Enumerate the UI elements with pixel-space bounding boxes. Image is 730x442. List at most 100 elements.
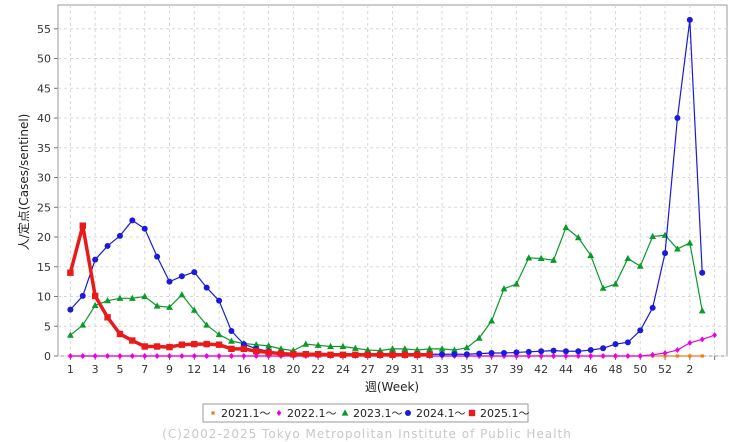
legend-box	[202, 403, 529, 423]
x-tick-label: 48	[609, 363, 623, 376]
x-tick-label: 1	[67, 363, 74, 376]
data-point	[142, 353, 148, 359]
data-point	[277, 345, 285, 352]
data-point	[599, 284, 607, 291]
data-point	[650, 351, 656, 358]
data-point	[537, 254, 545, 262]
data-point	[228, 345, 235, 353]
data-point	[67, 306, 74, 313]
data-point	[302, 340, 310, 347]
data-point	[463, 351, 470, 358]
data-point	[241, 353, 247, 359]
x-tick-label: 5	[116, 363, 123, 376]
data-point	[700, 354, 704, 358]
data-point	[649, 304, 656, 311]
data-point	[413, 346, 421, 353]
data-point	[600, 353, 606, 359]
data-point	[364, 351, 371, 359]
data-point	[129, 353, 135, 359]
data-point	[675, 347, 680, 354]
y-tick-label: 45	[37, 82, 51, 95]
data-point	[451, 346, 458, 353]
data-point	[624, 339, 631, 346]
y-tick-label: 0	[44, 350, 51, 363]
data-point	[166, 343, 173, 351]
data-point	[191, 269, 198, 276]
data-point	[141, 225, 148, 232]
data-point	[228, 337, 235, 344]
grid	[58, 5, 727, 357]
y-tick-label: 40	[37, 112, 51, 125]
data-point	[575, 348, 582, 355]
data-point	[587, 347, 594, 354]
data-point	[240, 345, 248, 353]
y-tick-label: 20	[37, 231, 51, 244]
data-point	[438, 345, 446, 352]
data-point	[167, 353, 172, 359]
data-point	[265, 342, 273, 349]
data-point	[376, 351, 384, 359]
data-point	[104, 297, 111, 304]
data-point	[290, 351, 297, 358]
data-point	[80, 353, 86, 359]
y-tick-label: 55	[37, 23, 51, 36]
x-tick-label: 50	[633, 363, 647, 376]
data-point	[128, 294, 136, 301]
data-point	[613, 353, 618, 359]
data-point	[451, 351, 458, 358]
y-tick-label: 25	[37, 201, 51, 214]
data-point	[79, 321, 87, 328]
data-point	[712, 332, 718, 339]
data-point	[401, 345, 409, 352]
data-point	[203, 284, 210, 291]
data-point	[215, 330, 223, 338]
data-point	[699, 336, 705, 343]
data-point	[525, 348, 532, 355]
data-point	[339, 342, 347, 350]
data-point	[389, 351, 396, 359]
legend-label: 2022.1〜	[287, 407, 337, 420]
data-point	[253, 353, 259, 359]
data-point	[426, 351, 433, 359]
series-2025.1〜	[67, 222, 433, 359]
data-point	[229, 353, 234, 359]
y-tick-label: 15	[37, 261, 51, 274]
data-point	[587, 251, 595, 259]
data-point	[501, 350, 507, 357]
data-point	[141, 292, 149, 300]
data-point	[105, 353, 110, 359]
data-point	[141, 343, 148, 350]
data-point	[79, 222, 86, 229]
data-point	[551, 353, 556, 359]
data-point	[352, 351, 359, 359]
data-point	[401, 351, 409, 359]
data-point	[104, 242, 111, 249]
data-point	[79, 292, 86, 299]
x-tick-label: 52	[658, 363, 672, 376]
data-point	[67, 269, 74, 276]
data-point	[117, 353, 123, 359]
data-point	[166, 278, 173, 285]
data-point	[512, 280, 520, 287]
data-point	[662, 350, 668, 357]
x-tick-label: 35	[460, 363, 474, 376]
data-point	[314, 341, 322, 348]
data-point	[674, 245, 681, 252]
series-2023.1〜	[66, 223, 706, 354]
legend-label: 2023.1〜	[353, 407, 403, 420]
data-point	[116, 330, 124, 338]
data-point	[588, 353, 594, 359]
data-point	[624, 254, 632, 262]
data-point	[204, 353, 210, 359]
y-ticks: 0 5 10 15 20 25 30 35 40 45 50 55	[37, 23, 58, 363]
x-tick-label: 31	[410, 363, 424, 376]
data-point	[637, 353, 643, 359]
legend-label: 2021.1〜	[221, 407, 271, 420]
data-point	[178, 341, 186, 348]
data-point	[574, 234, 582, 241]
x-tick-label: 18	[262, 363, 276, 376]
data-point	[525, 254, 533, 261]
x-tick-label: 37	[485, 363, 499, 376]
data-point	[625, 353, 631, 359]
data-point	[129, 337, 136, 344]
